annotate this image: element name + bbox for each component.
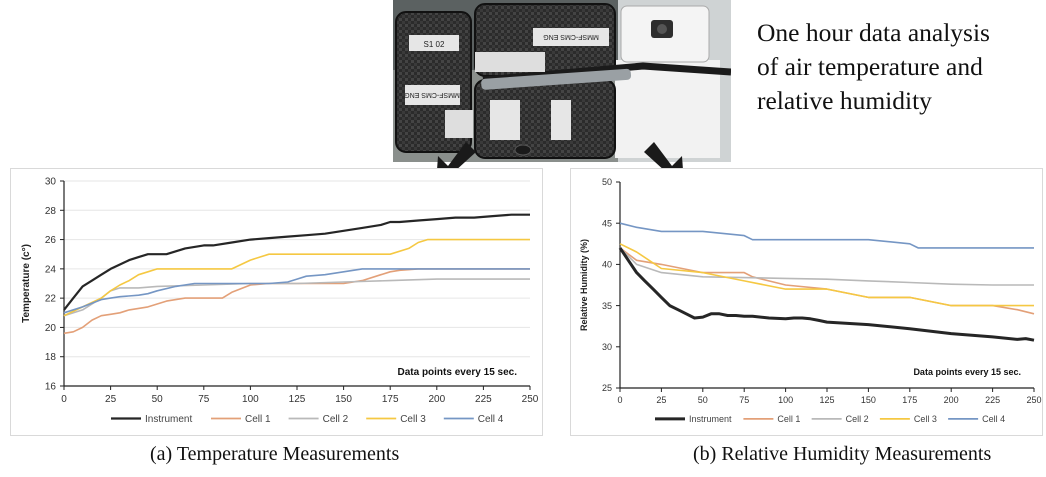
y-tick-label: 20 bbox=[45, 323, 57, 334]
legend-label: Instrument bbox=[145, 414, 192, 425]
y-tick-label: 50 bbox=[602, 177, 612, 187]
series-line-cell-1 bbox=[619, 247, 1035, 315]
description-line: relative humidity bbox=[757, 86, 932, 115]
y-tick-label: 22 bbox=[45, 294, 57, 305]
series-line-cell-1 bbox=[63, 268, 530, 335]
legend-label: Cell 3 bbox=[400, 414, 426, 425]
x-tick-label: 50 bbox=[152, 394, 164, 405]
series-line-cell-3 bbox=[619, 243, 1034, 307]
x-tick-label: 225 bbox=[985, 395, 1000, 405]
phones-photo-drawing: S1 02 MMSF-CMS ENG MMSF-CMS ENG bbox=[393, 0, 731, 162]
humidity-chart: 25 30 35 40 45 50 0 25 50 75 100 125 150 175 200 225 250… bbox=[579, 177, 1042, 424]
x-tick-label: 0 bbox=[61, 394, 67, 405]
x-tick-label: 150 bbox=[335, 394, 352, 405]
temperature-chart: 16 18 20 22 24 26 28 30 0 25 50 75 100 125 150 175 200 22… bbox=[21, 177, 539, 426]
legend-label: Cell 1 bbox=[777, 414, 800, 424]
x-tick-label: 0 bbox=[617, 395, 622, 405]
legend-label: Cell 1 bbox=[245, 414, 271, 425]
x-tick-label: 225 bbox=[475, 394, 492, 405]
caption-a: (a) Temperature Measurements bbox=[150, 443, 400, 465]
legend-label: Cell 4 bbox=[982, 414, 1005, 424]
series-line-instrument bbox=[63, 213, 530, 311]
x-tick-label: 150 bbox=[861, 395, 876, 405]
x-tick-label: 175 bbox=[902, 395, 917, 405]
description-line: One hour data analysis bbox=[757, 18, 990, 47]
y-tick-label: 45 bbox=[602, 218, 612, 228]
chart-annotation: Data points every 15 sec. bbox=[913, 367, 1021, 377]
x-tick-label: 25 bbox=[105, 394, 117, 405]
series-line-instrument bbox=[618, 247, 1035, 342]
phones-photo: S1 02 MMSF-CMS ENG MMSF-CMS ENG bbox=[393, 0, 731, 162]
x-tick-label: 75 bbox=[739, 395, 749, 405]
y-axis-label: Temperature (c°) bbox=[21, 244, 32, 323]
x-tick-label: 125 bbox=[289, 394, 306, 405]
sensor-probe bbox=[481, 68, 632, 90]
legend-label: Cell 3 bbox=[914, 414, 937, 424]
y-tick-label: 24 bbox=[45, 264, 57, 275]
chart-annotation: Data points every 15 sec. bbox=[397, 367, 517, 378]
series-line-cell-3 bbox=[63, 238, 530, 317]
description-text: One hour data analysis of air temperatur… bbox=[757, 16, 1042, 118]
x-tick-label: 75 bbox=[198, 394, 210, 405]
phone-label-text: MMSF-CMS ENG bbox=[543, 33, 599, 40]
x-tick-label: 250 bbox=[1026, 395, 1041, 405]
phone-label-sticker bbox=[409, 35, 459, 51]
y-axis-label: Relative Humidity (%) bbox=[579, 239, 589, 331]
phone-label-text: S1 02 bbox=[424, 40, 445, 49]
y-tick-label: 30 bbox=[45, 177, 57, 188]
y-tick-label: 28 bbox=[45, 206, 57, 217]
x-tick-label: 50 bbox=[698, 395, 708, 405]
x-tick-label: 25 bbox=[656, 395, 666, 405]
x-tick-label: 250 bbox=[522, 394, 539, 405]
series-line-cell-2 bbox=[619, 247, 1034, 286]
y-tick-label: 25 bbox=[602, 383, 612, 393]
caption-b: (b) Relative Humidity Measurements bbox=[693, 443, 992, 465]
legend-label: Cell 4 bbox=[478, 414, 504, 425]
y-tick-label: 35 bbox=[602, 301, 612, 311]
legend-label: Cell 2 bbox=[323, 414, 349, 425]
x-tick-label: 100 bbox=[778, 395, 793, 405]
temperature-chart-panel: 16 18 20 22 24 26 28 30 0 25 50 75 100 125 150 175 200 22… bbox=[10, 168, 543, 436]
legend-label: Cell 2 bbox=[846, 414, 869, 424]
y-tick-label: 18 bbox=[45, 352, 57, 363]
x-tick-label: 125 bbox=[819, 395, 834, 405]
series-line-cell-4 bbox=[63, 268, 530, 314]
x-tick-label: 200 bbox=[428, 394, 445, 405]
legend-label: Instrument bbox=[689, 414, 732, 424]
y-tick-label: 40 bbox=[602, 260, 612, 270]
series-line-cell-2 bbox=[63, 278, 530, 317]
humidity-chart-panel: 25 30 35 40 45 50 0 25 50 75 100 125 150 175 200 225 250… bbox=[570, 168, 1043, 436]
x-tick-label: 175 bbox=[382, 394, 399, 405]
description-line: of air temperature and bbox=[757, 52, 983, 81]
y-tick-label: 26 bbox=[45, 235, 57, 246]
phone-label-text: MMSF-CMS ENG bbox=[404, 91, 460, 98]
series-line-cell-4 bbox=[619, 222, 1034, 249]
x-tick-label: 200 bbox=[944, 395, 959, 405]
y-tick-label: 16 bbox=[45, 382, 57, 393]
x-tick-label: 100 bbox=[242, 394, 259, 405]
y-tick-label: 30 bbox=[602, 342, 612, 352]
